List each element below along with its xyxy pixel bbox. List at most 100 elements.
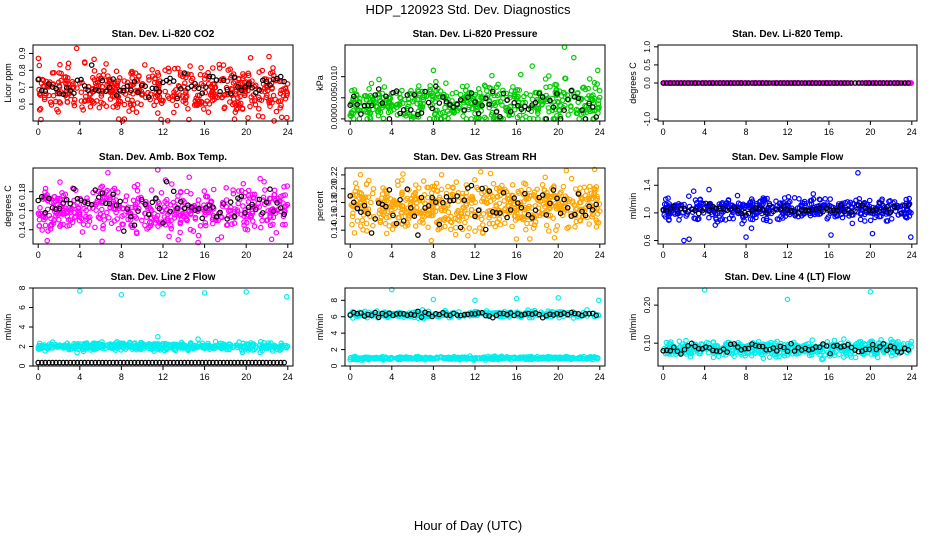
minute-point — [100, 100, 107, 107]
hourly-point — [415, 232, 421, 238]
hourly-point — [564, 96, 571, 103]
minute-point — [80, 221, 87, 228]
minute-point — [128, 102, 134, 109]
minute-point — [497, 221, 504, 228]
minute-point — [383, 230, 390, 237]
hourly-point — [869, 80, 876, 86]
minute-point — [80, 107, 87, 113]
hourly-point — [695, 80, 702, 86]
y-axis-label: Licor ppm — [3, 63, 13, 103]
minute-point — [545, 73, 552, 79]
hourly-point — [113, 92, 120, 99]
hourly-point — [411, 92, 418, 98]
minute-point — [74, 85, 80, 91]
minute-point — [486, 98, 493, 105]
minute-point — [257, 224, 264, 231]
minute-point — [586, 76, 593, 82]
minute-point — [359, 217, 366, 224]
minute-point — [210, 186, 217, 193]
hourly-point — [586, 100, 592, 107]
minute-point — [382, 220, 389, 227]
minute-point — [522, 226, 529, 233]
hourly-point — [231, 74, 238, 81]
minute-point — [438, 186, 445, 193]
minute-point — [95, 214, 102, 221]
minute-point — [87, 104, 94, 110]
minute-point — [113, 209, 119, 216]
hourly-point — [550, 104, 557, 111]
minute-point — [442, 113, 448, 120]
figure-title: HDP_120923 Std. Dev. Diagnostics — [365, 2, 571, 17]
minute-point — [420, 178, 427, 184]
minute-point — [148, 187, 155, 193]
minute-point — [189, 75, 196, 82]
hourly-point — [263, 78, 270, 85]
minute-point — [356, 116, 363, 122]
hourly-point — [224, 86, 231, 93]
hourly-point — [579, 107, 585, 113]
minute-point — [51, 69, 57, 76]
hourly-point — [267, 186, 273, 193]
minute-point — [130, 197, 137, 204]
minute-point — [576, 116, 583, 122]
x-tick-label: 4 — [77, 127, 82, 137]
minute-point — [399, 87, 405, 94]
minute-point — [362, 109, 369, 115]
minute-point — [233, 88, 239, 95]
minute-point — [204, 73, 210, 80]
y-tick-label: 0.7 — [17, 81, 27, 93]
minute-point — [272, 96, 279, 103]
hourly-point — [820, 80, 826, 86]
x-tick-label: 20 — [865, 372, 875, 382]
hourly-point — [281, 78, 288, 85]
minute-point — [177, 229, 184, 236]
minute-point — [217, 77, 224, 84]
x-tick-label: 20 — [865, 250, 875, 260]
minute-point — [230, 80, 237, 86]
minute-point — [476, 89, 483, 96]
hourly-point — [816, 80, 823, 86]
hourly-point — [121, 228, 127, 234]
minute-point — [123, 193, 130, 199]
minute-point — [197, 71, 204, 78]
minute-point — [235, 200, 242, 207]
outlier-point — [243, 289, 250, 295]
minute-point — [397, 94, 403, 101]
hourly-point — [358, 111, 364, 117]
minute-point — [106, 215, 112, 221]
hourly-point — [813, 80, 819, 86]
x-tick-label: 8 — [431, 250, 436, 260]
minute-point — [39, 227, 46, 233]
hourly-point — [880, 80, 887, 86]
minute-point — [545, 228, 552, 234]
minute-point — [103, 61, 109, 67]
minute-point — [109, 88, 115, 94]
y-tick-label: 0 — [329, 363, 339, 368]
hourly-point — [482, 95, 489, 102]
minute-point — [121, 101, 128, 108]
hourly-point — [74, 77, 81, 84]
hourly-point — [425, 99, 432, 106]
minute-point — [460, 113, 466, 119]
hourly-point — [418, 110, 425, 116]
minute-point — [516, 112, 523, 119]
outlier-point — [155, 333, 161, 340]
hourly-point — [713, 80, 720, 86]
minute-point — [822, 196, 829, 202]
y-tick-label: 6 — [17, 305, 27, 310]
hourly-point — [117, 88, 124, 94]
hourly-point — [270, 76, 277, 83]
minute-point — [574, 110, 581, 116]
x-tick-label: 0 — [348, 127, 353, 137]
minute-point — [198, 98, 205, 105]
hourly-point — [823, 80, 830, 86]
hourly-point — [35, 76, 42, 83]
minute-point — [357, 171, 364, 178]
minute-point — [504, 108, 511, 114]
minute-point — [419, 104, 426, 110]
minute-point — [149, 67, 156, 73]
x-tick-label: 4 — [389, 127, 394, 137]
minute-point — [706, 186, 712, 193]
minute-point — [243, 219, 250, 226]
